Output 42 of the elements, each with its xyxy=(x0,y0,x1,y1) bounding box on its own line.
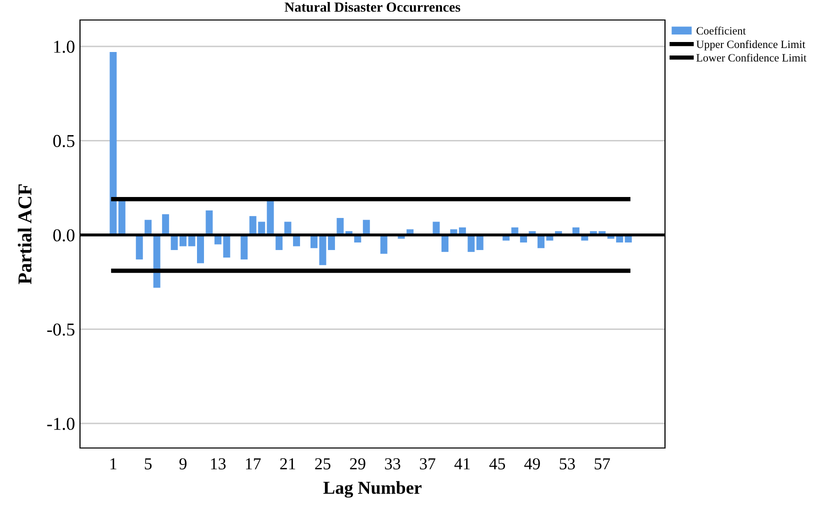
x-tick-label: 21 xyxy=(280,458,296,470)
legend-label: Upper Confidence Limit xyxy=(696,40,806,50)
x-tick-label: 17 xyxy=(246,458,261,470)
x-tick-label: 49 xyxy=(524,458,540,470)
x-tick-label: 33 xyxy=(385,458,400,470)
y-tick-label: 0.5 xyxy=(53,134,74,148)
bar xyxy=(276,234,283,250)
x-tick-label: 45 xyxy=(489,458,506,470)
bar xyxy=(441,234,448,252)
bar xyxy=(206,210,213,235)
bar xyxy=(240,234,248,260)
x-tick-label: 25 xyxy=(315,458,330,470)
x-tick-label: 13 xyxy=(211,458,226,470)
bar xyxy=(362,220,370,235)
bar xyxy=(162,214,170,235)
x-tick-label: 5 xyxy=(144,458,152,470)
x-axis-title: Lag Number xyxy=(323,481,422,498)
bar xyxy=(476,234,484,250)
bar xyxy=(468,234,475,252)
x-tick-label: 29 xyxy=(350,458,366,470)
y-axis-title: Partial ACF xyxy=(18,184,32,284)
y-tick-label: 1.0 xyxy=(54,40,74,53)
x-tick-label: 37 xyxy=(420,458,436,470)
legend-label: Lower Confidence Limit xyxy=(696,54,807,62)
x-tick-label: 57 xyxy=(594,458,610,470)
x-tick-label: 53 xyxy=(560,458,575,470)
bar xyxy=(118,201,126,235)
x-tick-label: 1 xyxy=(110,458,116,470)
bar xyxy=(136,234,143,260)
legend-label: Coefficient xyxy=(696,26,746,35)
bar xyxy=(110,52,117,235)
bar xyxy=(266,199,274,235)
bar xyxy=(328,234,335,250)
x-tick-label: 41 xyxy=(454,458,470,470)
x-tick-label: 9 xyxy=(179,458,187,470)
bar xyxy=(144,220,152,235)
y-tick-label: -0.5 xyxy=(47,323,74,336)
bar xyxy=(336,218,344,235)
y-tick-label: -1.0 xyxy=(47,418,74,430)
chart-title: Natural Disaster Occurrences xyxy=(284,2,460,12)
bar xyxy=(380,234,388,254)
y-tick-label: 0.0 xyxy=(53,229,74,242)
